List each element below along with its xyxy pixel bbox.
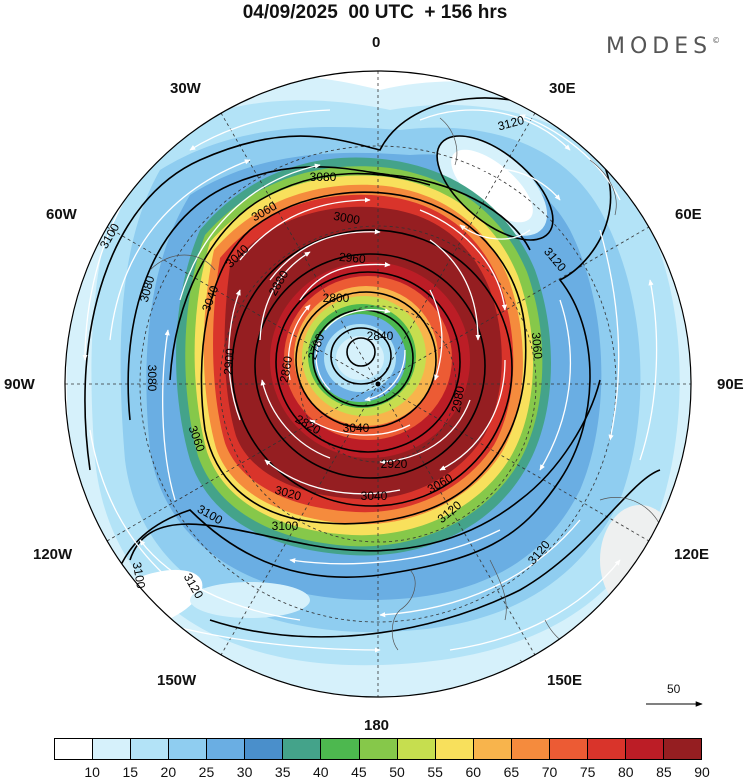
- copyright-mark: ©: [712, 36, 721, 45]
- colorbar-tick-label: 85: [656, 764, 672, 780]
- colorbar-swatch: [435, 739, 474, 759]
- colorbar-tick-label: 60: [465, 764, 482, 780]
- contour-label: 3100: [130, 561, 148, 590]
- colorbar-swatch: [55, 739, 94, 759]
- contour-label: 2920: [381, 457, 408, 471]
- colorbar-tick-label: 55: [427, 764, 443, 780]
- colorbar-tick-label: 90: [694, 764, 710, 780]
- contour-label: 3080: [145, 365, 159, 392]
- contour-label: 3100: [272, 519, 299, 533]
- colorbar-tick-label: 80: [617, 764, 634, 780]
- contour-label: 2900: [221, 347, 237, 375]
- lon-label-60e: 60E: [675, 206, 702, 223]
- lon-label-150e: 150E: [547, 672, 583, 689]
- pole-marker: [375, 381, 381, 387]
- colorbar-swatch: [664, 739, 702, 759]
- colorbar-swatch: [131, 739, 170, 759]
- colorbar-tick-label: 50: [389, 764, 405, 780]
- contour-label: 2800: [323, 291, 350, 305]
- colorbar-tick-label: 45: [351, 764, 367, 780]
- colorbar-swatch: [473, 739, 512, 759]
- contour-label: 3120: [496, 113, 526, 134]
- colorbar-swatch: [283, 739, 322, 759]
- contour-label: 3020: [273, 483, 303, 504]
- contour-label: 2980: [449, 385, 467, 414]
- colorbar-swatch: [625, 739, 664, 759]
- colorbar-tick-label: 30: [236, 764, 253, 780]
- contour-label: 2840: [367, 329, 394, 343]
- colorbar-tick-label: 20: [160, 764, 177, 780]
- lon-label-0: 0: [372, 34, 381, 51]
- contour-label: 3060: [529, 332, 545, 360]
- reference-vector-label: 50: [667, 682, 681, 696]
- contour-labels: 3120 3120 3120 3120 3120 3080 3080 3080 …: [97, 113, 569, 602]
- colorbar-tick-label: 70: [541, 764, 558, 780]
- colorbar-swatch: [93, 739, 132, 759]
- lon-label-30w: 30W: [170, 80, 201, 97]
- contour-label: 3080: [310, 170, 337, 184]
- lon-label-150w: 150W: [157, 672, 197, 689]
- lon-label-120e: 120E: [674, 546, 710, 563]
- map-boundary: [64, 70, 692, 698]
- contour-label: 3040: [361, 489, 388, 503]
- colorbar-swatch: [245, 739, 284, 759]
- contour-label: 3080: [137, 274, 158, 304]
- colorbar-tick-label: 15: [122, 764, 139, 780]
- lon-label-180: 180: [364, 717, 390, 734]
- colorbar-swatch: [321, 739, 360, 759]
- lon-label-60w: 60W: [46, 206, 77, 223]
- wind-speed-shading: [65, 71, 691, 697]
- colorbar: [54, 738, 702, 760]
- brand-logo: MODES©: [606, 34, 720, 59]
- lon-label-90e: 90E: [717, 376, 744, 393]
- colorbar-swatch: [359, 739, 398, 759]
- lon-label-90w: 90W: [4, 376, 35, 393]
- contour-label: 2960: [338, 250, 366, 266]
- map-title: 04/09/2025 00 UTC + 156 hrs: [242, 2, 508, 23]
- colorbar-tick-label: 10: [84, 764, 100, 780]
- colorbar-swatch: [207, 739, 246, 759]
- lon-label-30e: 30E: [549, 80, 576, 97]
- contour-label: 2860: [277, 355, 295, 384]
- colorbar-tick-label: 65: [503, 764, 520, 780]
- contour-label: 3040: [343, 421, 370, 435]
- contour-label: 3000: [332, 209, 361, 227]
- colorbar-swatch: [549, 739, 588, 759]
- colorbar-tick-label: 25: [198, 764, 215, 780]
- colorbar-tick-label: 75: [579, 764, 596, 780]
- colorbar-swatch: [511, 739, 550, 759]
- brand-text: MODES: [606, 34, 713, 59]
- colorbar-tick-label: 35: [274, 764, 291, 780]
- colorbar-swatch: [587, 739, 626, 759]
- colorbar-swatch: [169, 739, 208, 759]
- lon-label-120w: 120W: [33, 546, 73, 563]
- colorbar-swatch: [397, 739, 436, 759]
- colorbar-tick-label: 40: [313, 764, 329, 780]
